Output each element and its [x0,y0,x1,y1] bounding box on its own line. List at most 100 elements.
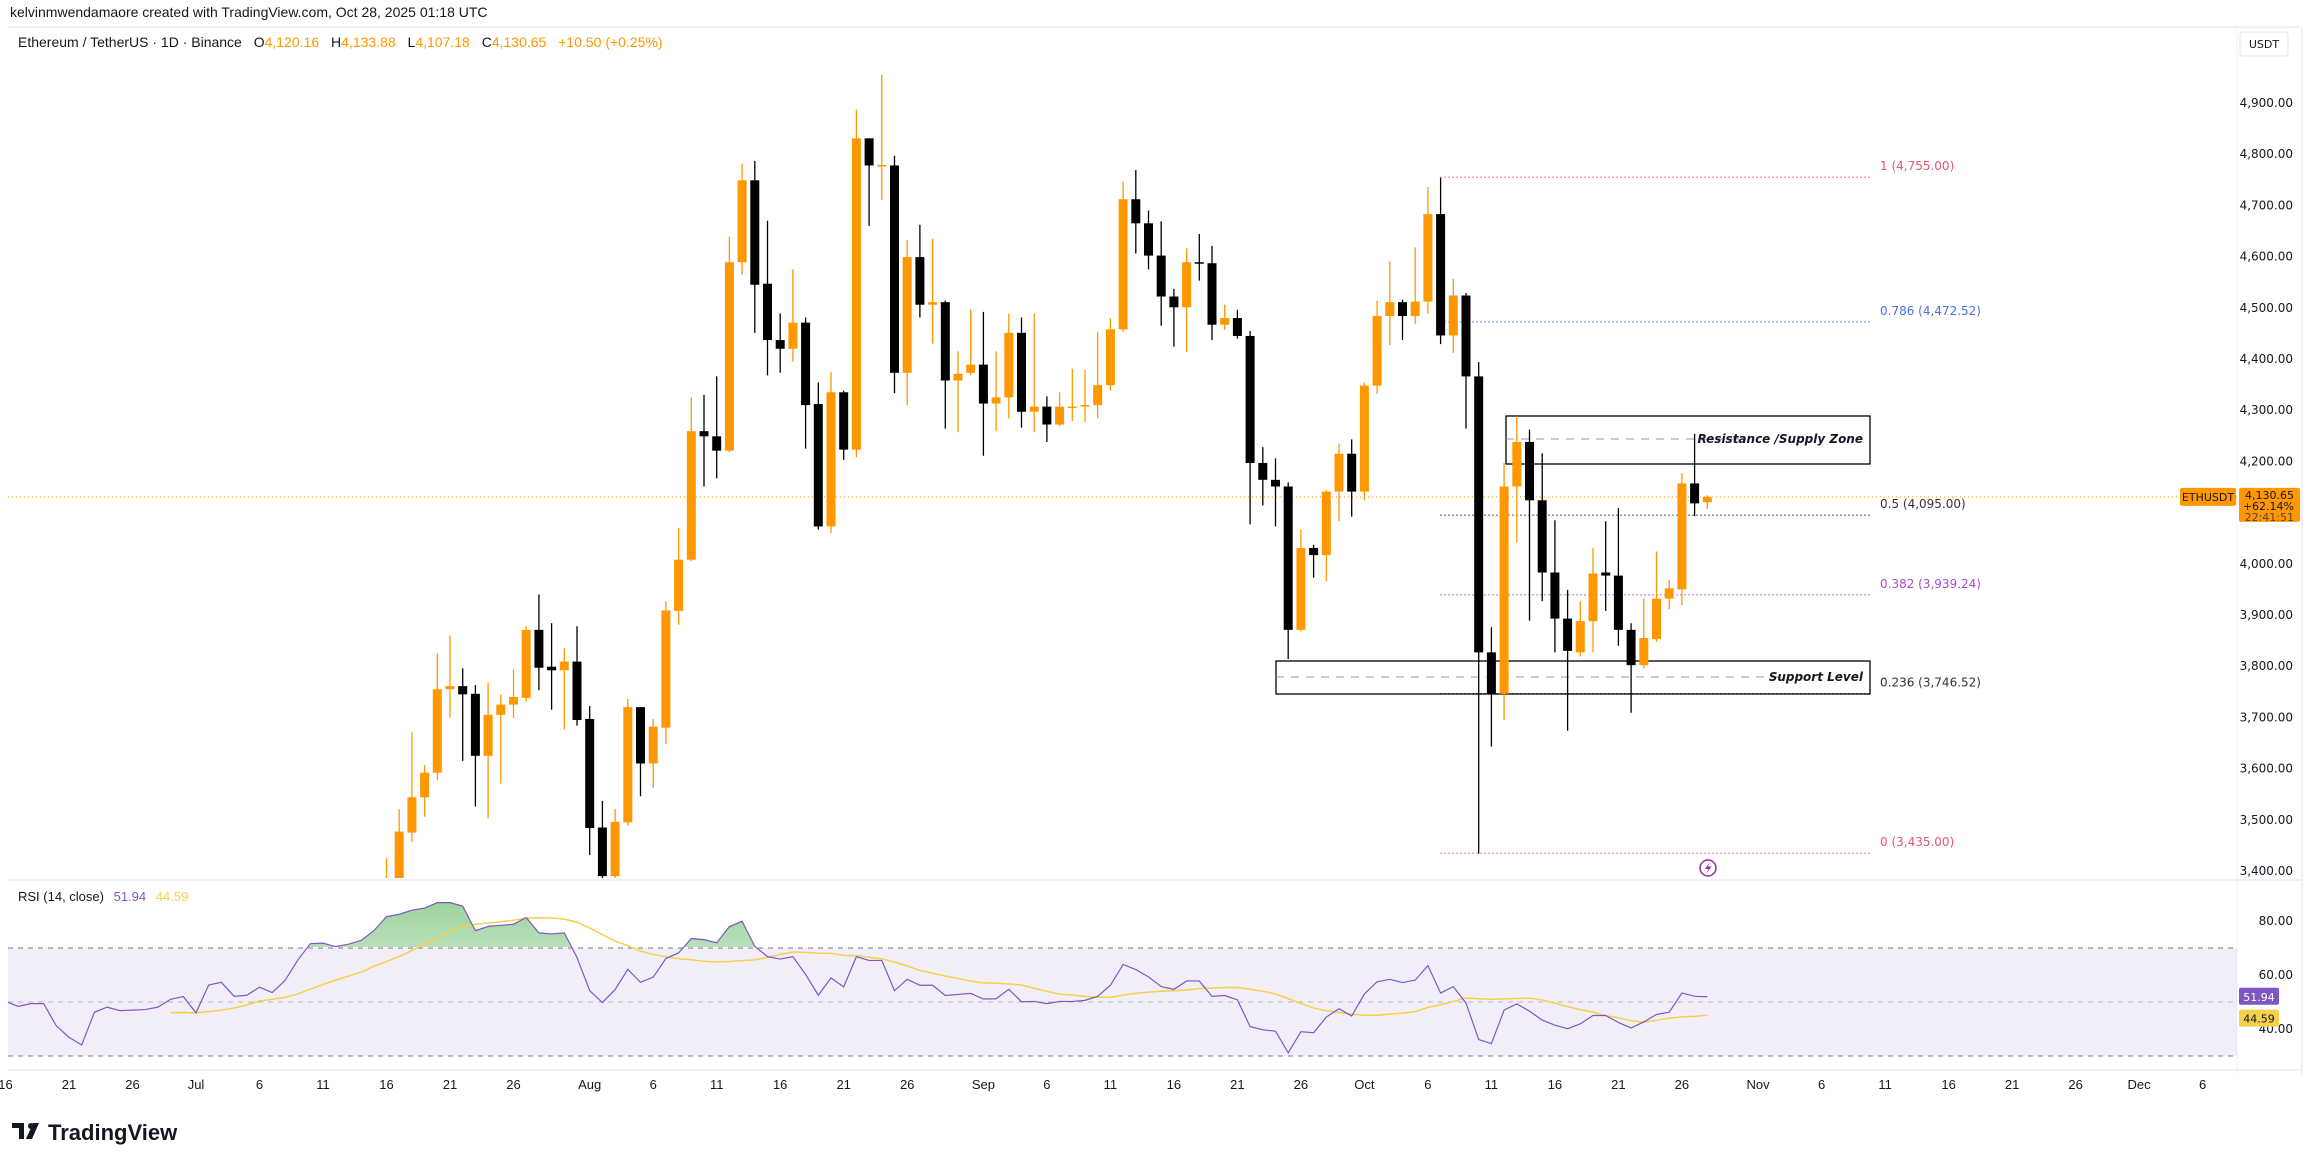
candle-body [1296,547,1306,630]
rsi-ma-value-tag-bg [2239,1009,2279,1027]
candle-body [1093,385,1103,406]
candle [420,765,430,817]
time-axis[interactable]: 16 21 26 Jul 6 11 16 21 26 Aug 6 11 16 21 26 Sep 6 11 16 21… [0,1077,2206,1092]
tradingview-logo[interactable]: TradingView [12,1120,178,1145]
candle-body [432,689,442,773]
candle [407,732,417,842]
candle [737,163,747,275]
candle-body [826,392,836,527]
candle [864,138,874,226]
symbol-title[interactable]: Ethereum / TetherUS · 1D · Binance [18,34,242,50]
currency-button-label: USDT [2249,38,2280,51]
candle [991,351,1001,432]
candle [1626,623,1636,713]
candle [547,623,557,710]
price-tick-label: 4,800.00 [2240,147,2293,161]
candle [826,372,836,534]
candle-body [712,436,722,451]
currency-button[interactable]: USDT [2239,31,2289,57]
candle-body [1169,296,1179,308]
candle [636,707,645,797]
change-value: +10.50 (+0.25%) [558,34,662,50]
candle [1182,248,1192,352]
candle [724,236,734,453]
candle [1398,299,1407,341]
time-tick-label: Jul [188,1077,205,1092]
candle-body [610,821,620,877]
last-price-label: ETHUSDT 4,130.65 +62.14% 22:41:51 [2180,487,2300,524]
price-tick-label: 3,400.00 [2240,864,2293,878]
candle-body [470,693,480,756]
time-tick-label: Oct [1354,1077,1375,1092]
price-tick-label: 4,700.00 [2240,198,2293,212]
candle-body [1512,441,1522,487]
candle [394,809,404,878]
candle-body [674,559,684,611]
resistance-zone[interactable]: Resistance /Supply Zone [1505,415,1871,465]
candle [1245,330,1255,525]
support-zone-label: Support Level [1769,670,1864,684]
price-axis[interactable]: 4,900.00 4,800.00 4,700.00 4,600.00 4,500.00… [2240,96,2293,878]
candle-body [864,138,874,166]
candle [509,669,518,718]
candle [1664,580,1674,610]
open-label: O [254,34,265,50]
candle-body [1626,629,1636,666]
candle [775,313,785,373]
rsi-title[interactable]: RSI (14, close) [18,889,104,904]
candle [1613,507,1623,646]
time-tick-label: 6 [1424,1077,1431,1092]
low-label: L [408,34,416,50]
candle-body [1537,500,1547,573]
fib-level-label: 0.236 (3,746.52) [1880,676,1981,690]
candle [1169,288,1179,347]
candle [1372,300,1382,394]
candle-body [458,686,468,695]
candle [674,527,684,625]
price-tick-label: 3,500.00 [2240,813,2293,827]
lightning-icon[interactable] [1699,859,1717,877]
candle-body [648,726,658,764]
rsi-pane: RSI (14, close) 51.94 44.59 80.0060.0040… [8,889,2293,1057]
candle [801,317,811,449]
rsi-legend: RSI (14, close) 51.94 44.59 [18,889,188,904]
price-tick-label: 3,600.00 [2240,762,2293,776]
symbol-tag: ETHUSDT [2182,491,2234,504]
candle [1550,520,1560,653]
candle [1156,221,1166,326]
candle [597,800,607,878]
candle [839,390,849,460]
candle [1677,473,1687,606]
support-zone[interactable]: Support Level [1275,660,1871,695]
candle-body [1080,405,1090,407]
time-tick-label: 11 [1878,1077,1892,1092]
high-value: 4,133.88 [341,34,396,50]
fib-level-label: 1 (4,755.00) [1880,159,1954,173]
candle [928,238,938,344]
candle-body [890,165,899,373]
candle-body [1639,638,1649,666]
candle-body [1525,441,1534,501]
candle [763,220,772,376]
time-tick-label: 16 [379,1077,393,1092]
candle-body [1207,263,1217,325]
candle-body [1271,479,1280,487]
candle [496,694,506,784]
candle [470,685,480,807]
time-tick-label: 21 [836,1077,850,1092]
price-tick-label: 4,500.00 [2240,301,2293,315]
price-tick-label: 4,000.00 [2240,557,2293,571]
candle-body [1017,332,1026,412]
candle [610,809,620,878]
candle-body [1283,486,1293,630]
rsi-ma-line [170,916,1708,1023]
candle-body [839,392,849,450]
fibonacci-retracement[interactable]: 1 (4,755.00) 0.786 (4,472.52) 0.5 (4,095.0… [1440,159,1981,854]
lightning-bolt-icon [1705,862,1712,874]
candle [1283,482,1293,660]
candle-body [813,404,823,527]
candle [1105,318,1115,391]
candle-body [597,827,607,877]
